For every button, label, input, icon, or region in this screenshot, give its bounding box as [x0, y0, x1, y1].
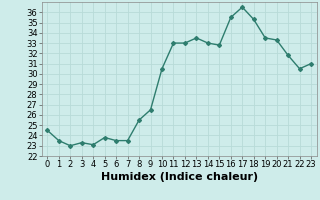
X-axis label: Humidex (Indice chaleur): Humidex (Indice chaleur)	[100, 172, 258, 182]
